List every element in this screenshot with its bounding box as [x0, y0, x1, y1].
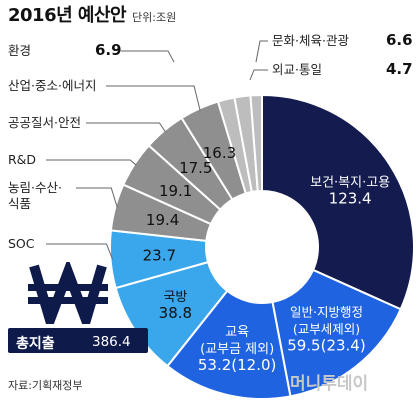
slice-label-3-0: 국방 [163, 290, 187, 305]
slice-label-1-1: (교부세제외) [293, 322, 360, 337]
slice-11 [249, 93, 263, 193]
leader-line-5 [76, 187, 118, 208]
slice-label-0-0: 보건·복지·고용 [310, 175, 390, 190]
leader-line-4 [46, 243, 113, 260]
outer-label-5-1: 식품 [8, 196, 31, 211]
slice-label-2-1: (교부금 제외) [200, 342, 274, 357]
won-icon [28, 262, 108, 324]
source-note: 자료:기획재정부 [8, 379, 83, 392]
outer-label-6-0: R&D [8, 152, 36, 167]
leader-line-6 [46, 159, 137, 166]
slice-2 [166, 289, 292, 400]
outer-label-9-0: 환경 [8, 43, 31, 58]
slice-value-8: 16.3 [203, 144, 236, 162]
watermark: 머니투데이 [290, 374, 369, 394]
leader-line-9 [121, 50, 175, 63]
outer-label-10-0: 문화·체육·관광 [272, 33, 349, 48]
slice-value-6: 19.1 [159, 182, 192, 200]
slice-value-5: 19.4 [146, 211, 179, 229]
outer-label-7-0: 공공질서·안전 [8, 115, 81, 130]
leader-lines [46, 40, 268, 260]
slice-value-4: 23.7 [143, 246, 176, 264]
slice-value-2: 53.2(12.0) [198, 356, 277, 374]
outer-label-11-0: 외교·통일 [272, 62, 322, 77]
leader-line-11 [249, 69, 268, 81]
slice-value-1: 59.5(23.4) [287, 337, 366, 355]
unit-label: 단위:조원 [132, 11, 177, 24]
slice-label-2-0: 교육 [225, 325, 249, 340]
total-value: 386.4 [92, 334, 131, 350]
leader-line-7 [86, 122, 166, 133]
slice-value-9: 6.9 [95, 41, 122, 59]
outer-label-4-0: SOC [8, 236, 35, 251]
slice-1 [271, 268, 402, 398]
donut-slices [109, 93, 415, 400]
slice-0 [261, 93, 415, 311]
leader-line-8 [106, 85, 201, 111]
slice-value-7: 17.5 [179, 159, 212, 177]
slice-label-1-0: 일반·지방행정 [290, 305, 363, 320]
leader-line-10 [255, 40, 268, 63]
slice-value-10: 6.6 [386, 31, 413, 49]
slice-value-3: 38.8 [159, 304, 192, 322]
slice-value-11: 4.7 [386, 60, 413, 78]
total-label: 총지출 [16, 336, 55, 352]
outer-label-5-0: 농림·수산· [8, 180, 62, 195]
chart-title: 2016년 예산안 [8, 5, 127, 26]
slice-value-0: 123.4 [329, 189, 372, 207]
outer-label-8-0: 산업·중소·에너지 [8, 78, 96, 93]
total-box: 총지출 386.4 [8, 328, 148, 353]
